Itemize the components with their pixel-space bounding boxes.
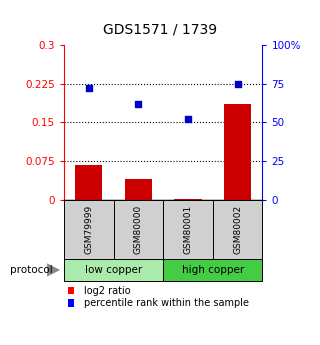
Bar [163, 200, 213, 259]
Point [186, 117, 191, 122]
Bar [213, 200, 262, 259]
Text: protocol: protocol [10, 265, 52, 275]
Bar [68, 287, 74, 295]
Polygon shape [47, 263, 60, 277]
Bar [174, 198, 202, 200]
Text: percentile rank within the sample: percentile rank within the sample [84, 298, 249, 308]
Bar [114, 200, 163, 259]
Bar [163, 259, 262, 281]
Text: GSM80002: GSM80002 [233, 205, 242, 254]
Text: high copper: high copper [182, 265, 244, 275]
Point [86, 86, 92, 91]
Bar [75, 165, 102, 200]
Text: GSM80000: GSM80000 [134, 205, 143, 254]
Text: GSM80001: GSM80001 [183, 205, 193, 254]
Bar [68, 299, 74, 307]
Bar [64, 200, 114, 259]
Bar [64, 259, 163, 281]
Text: low copper: low copper [85, 265, 142, 275]
Text: GSM79999: GSM79999 [84, 205, 93, 254]
Text: GDS1571 / 1739: GDS1571 / 1739 [103, 22, 217, 37]
Bar [125, 179, 152, 200]
Point [136, 101, 141, 107]
Text: log2 ratio: log2 ratio [84, 286, 131, 296]
Point [235, 81, 240, 87]
Bar [224, 104, 251, 200]
